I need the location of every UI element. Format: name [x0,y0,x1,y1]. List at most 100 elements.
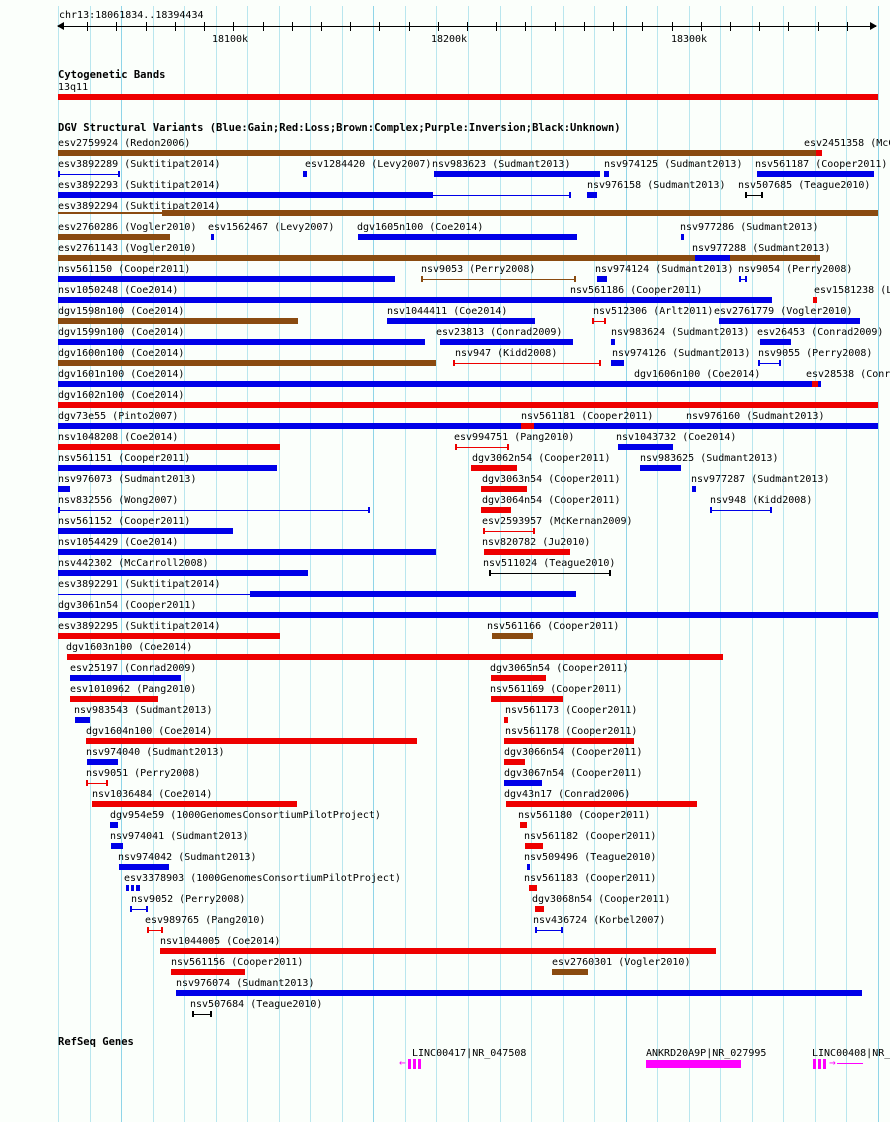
variant-bar[interactable] [618,444,673,450]
variant-label[interactable]: esv1010962 (Pang2010) [70,684,197,695]
variant-label[interactable]: nsv9054 (Perry2008) [738,264,853,275]
variant-label[interactable]: nsv976074 (Sudmant2013) [176,978,315,989]
variant-bar[interactable] [757,171,874,177]
variant-bar[interactable] [58,381,821,387]
gene-exon-bar[interactable] [646,1060,741,1068]
variant-bar[interactable] [58,570,308,576]
variant-bar[interactable] [574,297,772,303]
variant-bar[interactable] [75,717,90,723]
variant-label[interactable]: esv2759924 (Redon2006) [58,138,191,149]
gene-exon-tick[interactable] [818,1059,821,1069]
variant-label[interactable]: nsv436724 (Korbel2007) [533,915,666,926]
variant-label[interactable]: nsv974124 (Sudmant2013) [595,264,734,275]
variant-label[interactable]: esv1284420 (Levy2007) [305,159,432,170]
variant-bar[interactable] [58,255,820,261]
variant-label[interactable]: nsv976158 (Sudmant2013) [587,180,726,191]
variant-label[interactable]: nsv820782 (Ju2010) [482,537,591,548]
variant-label[interactable]: dgv3068n54 (Cooper2011) [532,894,671,905]
variant-label[interactable]: nsv561173 (Cooper2011) [505,705,638,716]
variant-bar[interactable] [86,780,108,786]
gene-label[interactable]: LINC00408|NR_040005 [812,1048,890,1059]
variant-bar[interactable] [87,759,118,765]
variant-label[interactable]: nsv976073 (Sudmant2013) [58,474,197,485]
variant-label[interactable]: esv2451358 (McCarroll2008) [804,138,890,149]
variant-bar[interactable] [58,591,576,597]
variant-bar[interactable] [70,675,181,681]
variant-label[interactable]: esv2761143 (Vogler2010) [58,243,197,254]
variant-label[interactable]: dgv3063n54 (Cooper2011) [482,474,621,485]
variant-bar[interactable] [484,549,570,555]
variant-label[interactable]: nsv974041 (Sudmant2013) [110,831,249,842]
variant-label[interactable]: nsv9055 (Perry2008) [758,348,873,359]
variant-bar[interactable] [504,780,542,786]
variant-bar[interactable] [812,381,818,387]
variant-label[interactable]: dgv3066n54 (Cooper2011) [504,747,643,758]
variant-label[interactable]: nsv983625 (Sudmant2013) [640,453,779,464]
variant-bar[interactable] [692,486,696,492]
variant-label[interactable]: nsv974042 (Sudmant2013) [118,852,257,863]
variant-bar[interactable] [813,297,817,303]
variant-label[interactable]: dgv3062n54 (Cooper2011) [472,453,611,464]
variant-label[interactable]: esv2761779 (Vogler2010) [714,306,853,317]
variant-label[interactable]: nsv977287 (Sudmant2013) [691,474,830,485]
variant-label[interactable]: nsv561152 (Cooper2011) [58,516,191,527]
variant-bar[interactable] [192,1011,212,1017]
variant-bar[interactable] [640,465,681,471]
variant-label[interactable]: nsv561187 (Cooper2011) [755,159,888,170]
variant-bar[interactable] [491,675,546,681]
variant-label[interactable]: esv3892294 (Suktitipat2014) [58,201,221,212]
variant-bar[interactable] [504,738,634,744]
variant-bar[interactable] [758,360,781,366]
variant-bar[interactable] [695,255,730,261]
variant-bar[interactable] [520,822,527,828]
variant-bar[interactable] [58,234,170,240]
variant-label[interactable]: esv2760286 (Vogler2010) [58,222,197,233]
variant-label[interactable]: nsv1036484 (Coe2014) [92,789,213,800]
variant-label[interactable]: esv989765 (Pang2010) [145,915,266,926]
variant-label[interactable]: nsv561169 (Cooper2011) [490,684,623,695]
variant-label[interactable]: nsv561150 (Cooper2011) [58,264,191,275]
variant-bar[interactable] [58,318,298,324]
variant-bar[interactable] [58,507,370,513]
variant-label[interactable]: dgv73e55 (Pinto2007) [58,411,179,422]
variant-label[interactable]: nsv1054429 (Coe2014) [58,537,179,548]
variant-bar[interactable] [688,423,692,429]
variant-label[interactable]: esv23813 (Conrad2009) [436,327,563,338]
variant-label[interactable]: nsv974125 (Sudmant2013) [604,159,743,170]
variant-bar[interactable] [110,822,118,828]
variant-label[interactable]: nsv9052 (Perry2008) [131,894,246,905]
variant-label[interactable]: nsv561186 (Cooper2011) [570,285,703,296]
variant-bar[interactable] [481,486,527,492]
variant-bar[interactable] [119,864,169,870]
variant-bar[interactable] [525,843,543,849]
variant-bar[interactable] [611,339,615,345]
variant-bar[interactable] [160,948,716,954]
variant-bar[interactable] [739,276,747,282]
variant-label[interactable]: nsv1048208 (Coe2014) [58,432,179,443]
variant-label[interactable]: nsv832556 (Wong2007) [58,495,179,506]
variant-bar[interactable] [126,885,140,891]
variant-label[interactable]: nsv977288 (Sudmant2013) [692,243,831,254]
variant-label[interactable]: dgv1604n100 (Coe2014) [86,726,213,737]
variant-label[interactable]: nsv561156 (Cooper2011) [171,957,304,968]
variant-label[interactable]: nsv977286 (Sudmant2013) [680,222,819,233]
variant-label[interactable]: esv25197 (Conrad2009) [70,663,197,674]
variant-bar[interactable] [492,633,533,639]
variant-bar[interactable] [719,318,860,324]
gene-exon-tick[interactable] [823,1059,826,1069]
variant-label[interactable]: nsv507684 (Teague2010) [190,999,323,1010]
variant-label[interactable]: esv1562467 (Levy2007) [208,222,335,233]
variant-bar[interactable] [171,969,245,975]
variant-bar[interactable] [483,528,535,534]
variant-bar[interactable] [58,171,120,177]
variant-label[interactable]: nsv9051 (Perry2008) [86,768,201,779]
variant-label[interactable]: nsv507685 (Teague2010) [738,180,871,191]
variant-bar[interactable] [816,150,822,156]
variant-label[interactable]: dgv1606n100 (Coe2014) [634,369,761,380]
variant-bar[interactable] [70,696,158,702]
variant-bar[interactable] [760,339,791,345]
variant-bar[interactable] [147,927,163,933]
variant-label[interactable]: nsv976160 (Sudmant2013) [686,411,825,422]
variant-label[interactable]: nsv1050248 (Coe2014) [58,285,179,296]
ruler-right-arrow-icon[interactable] [870,22,877,30]
